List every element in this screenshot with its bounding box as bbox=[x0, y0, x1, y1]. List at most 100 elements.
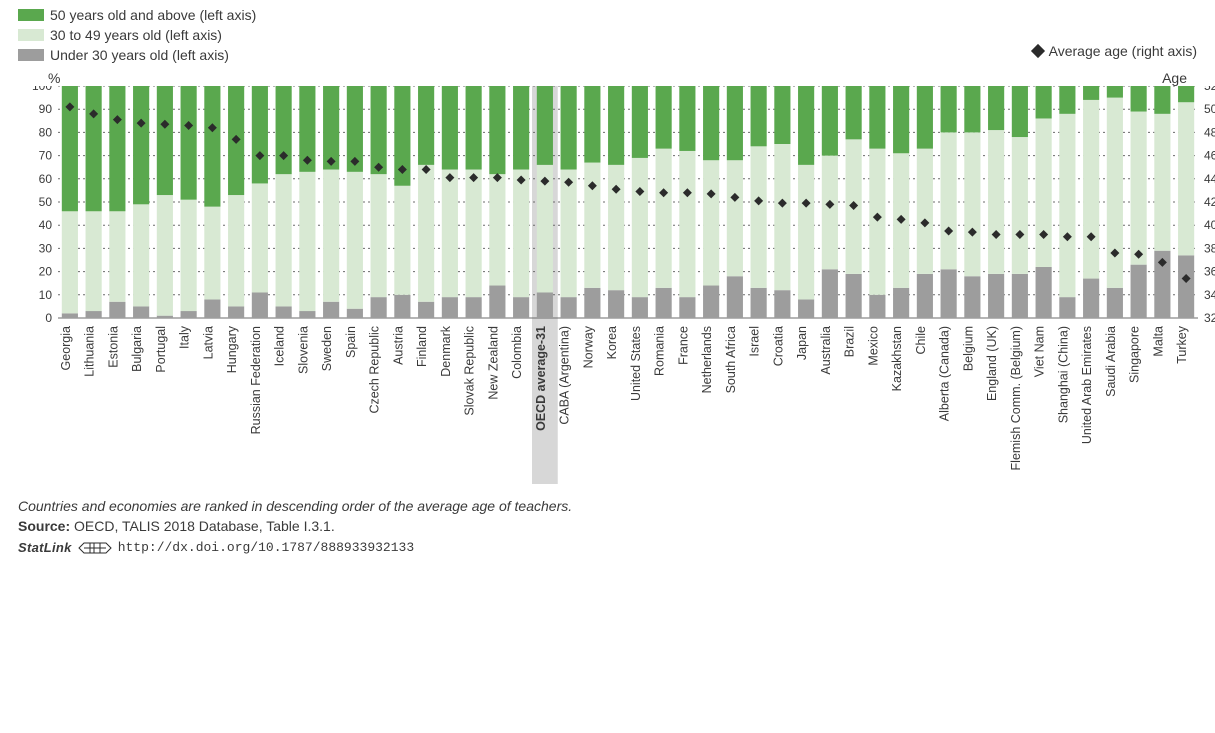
bar-mid bbox=[561, 170, 577, 298]
country-label: Sweden bbox=[320, 326, 334, 371]
bar-under30 bbox=[751, 288, 767, 318]
bar-group bbox=[584, 86, 600, 318]
statlink-row: StatLink http://dx.doi.org/10.1787/88893… bbox=[18, 538, 1197, 558]
bar-mid bbox=[442, 170, 458, 298]
right-tick-label: 42 bbox=[1204, 195, 1215, 209]
bar-under30 bbox=[513, 297, 529, 318]
country-label: Singapore bbox=[1128, 326, 1142, 383]
bar-under30 bbox=[846, 274, 862, 318]
bar-mid bbox=[917, 149, 933, 274]
bar-over50 bbox=[703, 86, 719, 160]
bar-group bbox=[513, 86, 529, 318]
bar-under30 bbox=[371, 297, 387, 318]
bar-mid bbox=[109, 211, 125, 301]
left-tick-label: 0 bbox=[45, 311, 52, 325]
left-tick-label: 20 bbox=[39, 265, 53, 279]
statlink-url[interactable]: http://dx.doi.org/10.1787/888933932133 bbox=[118, 538, 414, 558]
bar-mid bbox=[418, 165, 434, 302]
source-text: OECD, TALIS 2018 Database, Table I.3.1. bbox=[70, 518, 335, 534]
legend-right: Average age (right axis) bbox=[1027, 42, 1197, 60]
bar-over50 bbox=[774, 86, 790, 144]
country-label: South Africa bbox=[724, 326, 738, 393]
bar-group bbox=[1083, 86, 1099, 318]
bar-under30 bbox=[893, 288, 909, 318]
bar-under30 bbox=[988, 274, 1004, 318]
bar-under30 bbox=[109, 302, 125, 318]
country-label: Colombia bbox=[510, 326, 524, 379]
bar-under30 bbox=[86, 311, 102, 318]
bar-mid bbox=[656, 149, 672, 288]
bar-over50 bbox=[1178, 86, 1194, 102]
bar-mid bbox=[513, 170, 529, 298]
country-label: Chile bbox=[914, 326, 928, 355]
bar-mid bbox=[133, 204, 149, 306]
bar-group bbox=[228, 86, 244, 318]
country-label: Slovenia bbox=[296, 326, 310, 374]
bar-under30 bbox=[1178, 255, 1194, 318]
bar-group bbox=[252, 86, 268, 318]
right-tick-label: 40 bbox=[1204, 218, 1215, 232]
chart-container: % Age 0102030405060708090100323436384042… bbox=[18, 70, 1197, 488]
right-tick-label: 52 bbox=[1204, 86, 1215, 93]
bar-mid bbox=[632, 158, 648, 297]
bar-under30 bbox=[1083, 279, 1099, 318]
bar-under30 bbox=[442, 297, 458, 318]
left-tick-label: 70 bbox=[39, 149, 53, 163]
bar-under30 bbox=[299, 311, 315, 318]
bar-over50 bbox=[1012, 86, 1028, 137]
country-label: CABA (Argentina) bbox=[558, 326, 572, 425]
bar-over50 bbox=[109, 86, 125, 211]
bar-mid bbox=[1107, 98, 1123, 288]
country-label: Norway bbox=[581, 325, 595, 368]
country-label: Malta bbox=[1151, 326, 1165, 357]
bar-over50 bbox=[1107, 86, 1123, 98]
bar-group bbox=[537, 86, 553, 318]
bar-mid bbox=[964, 132, 980, 276]
bar-mid bbox=[941, 132, 957, 269]
bar-under30 bbox=[323, 302, 339, 318]
bar-group bbox=[727, 86, 743, 318]
footer-note: Countries and economies are ranked in de… bbox=[18, 496, 1197, 516]
bar-over50 bbox=[964, 86, 980, 132]
left-tick-label: 60 bbox=[39, 172, 53, 186]
legend-label-mid: 30 to 49 years old (left axis) bbox=[50, 26, 222, 44]
country-label: Viet Nam bbox=[1033, 326, 1047, 377]
bar-group bbox=[679, 86, 695, 318]
country-label: Croatia bbox=[771, 326, 785, 366]
bar-group bbox=[632, 86, 648, 318]
bar-over50 bbox=[822, 86, 838, 156]
footer-source: Source: OECD, TALIS 2018 Database, Table… bbox=[18, 516, 1197, 536]
bar-mid bbox=[1083, 100, 1099, 279]
bar-group bbox=[561, 86, 577, 318]
bar-group bbox=[276, 86, 292, 318]
bar-group bbox=[466, 86, 482, 318]
bar-mid bbox=[394, 186, 410, 295]
country-label: Korea bbox=[605, 326, 619, 359]
bar-under30 bbox=[62, 313, 78, 318]
bar-group bbox=[1107, 86, 1123, 318]
bar-group bbox=[489, 86, 505, 318]
bar-over50 bbox=[679, 86, 695, 151]
country-label: Italy bbox=[178, 325, 192, 349]
bar-over50 bbox=[751, 86, 767, 146]
bar-over50 bbox=[1131, 86, 1147, 112]
bar-group bbox=[893, 86, 909, 318]
bar-mid bbox=[608, 165, 624, 290]
statlink-word: StatLink bbox=[18, 538, 72, 558]
country-label: Iceland bbox=[273, 326, 287, 366]
bar-group bbox=[703, 86, 719, 318]
bar-over50 bbox=[466, 86, 482, 170]
bar-group bbox=[1154, 86, 1170, 318]
bar-mid bbox=[774, 144, 790, 290]
country-label: Hungary bbox=[225, 325, 239, 373]
right-tick-label: 48 bbox=[1204, 125, 1215, 139]
axis-titles-row: % Age bbox=[48, 70, 1187, 86]
right-tick-label: 34 bbox=[1204, 288, 1215, 302]
legend-item-mid: 30 to 49 years old (left axis) bbox=[18, 26, 256, 44]
bar-over50 bbox=[1059, 86, 1075, 114]
country-label: Georgia bbox=[59, 326, 73, 371]
right-tick-label: 44 bbox=[1204, 172, 1215, 186]
bar-under30 bbox=[679, 297, 695, 318]
bar-over50 bbox=[608, 86, 624, 165]
bar-under30 bbox=[727, 276, 743, 318]
